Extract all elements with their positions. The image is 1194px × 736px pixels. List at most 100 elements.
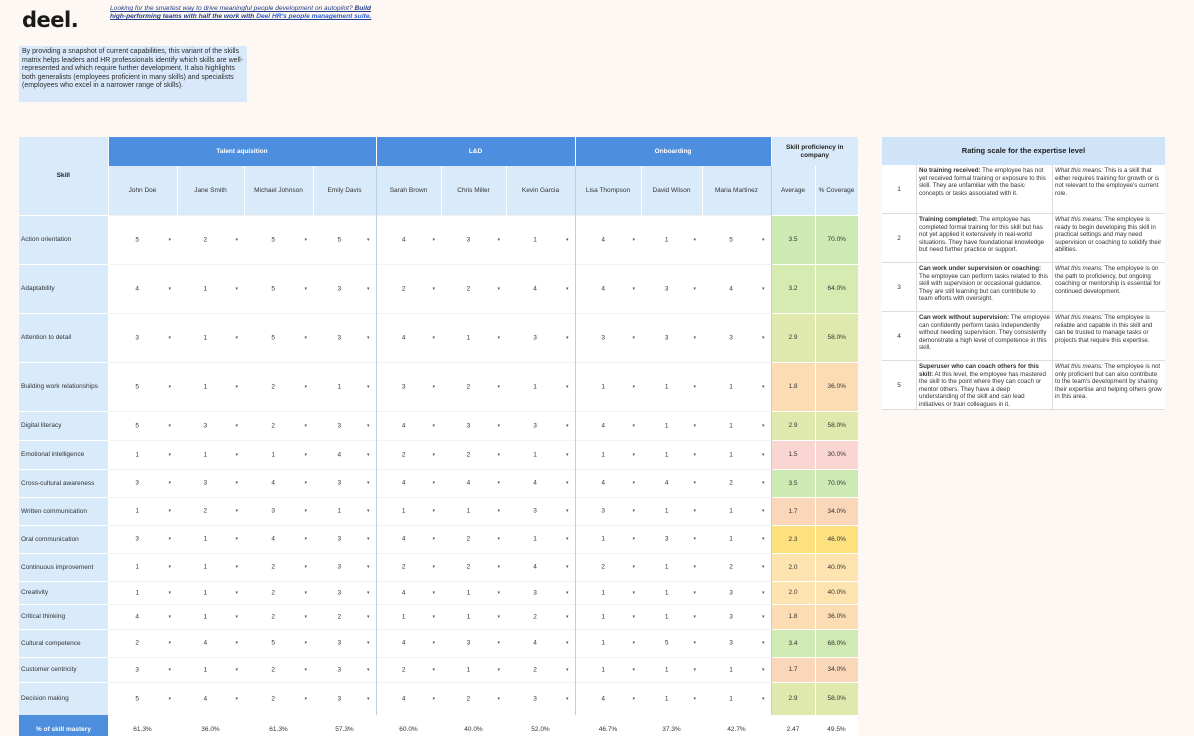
chevron-down-icon[interactable]: ▾ (761, 695, 765, 702)
score-select[interactable]: 1 ▾ (702, 439, 772, 469)
score-select[interactable]: 4 ▾ (506, 552, 576, 581)
chevron-down-icon[interactable]: ▾ (497, 480, 500, 486)
chevron-down-icon[interactable]: ▾ (565, 564, 569, 570)
chevron-down-icon[interactable]: ▾ (235, 613, 238, 620)
score-select[interactable]: 2 ▾ (244, 681, 313, 715)
chevron-down-icon[interactable]: ▾ (693, 589, 696, 596)
chevron-down-icon[interactable]: ▾ (761, 666, 765, 673)
chevron-down-icon[interactable]: ▾ (761, 536, 765, 542)
chevron-down-icon[interactable]: ▾ (366, 285, 370, 292)
chevron-down-icon[interactable]: ▾ (366, 666, 370, 673)
chevron-down-icon[interactable]: ▾ (761, 285, 765, 292)
score-select[interactable]: 1 ▾ (702, 496, 772, 525)
chevron-down-icon[interactable]: ▾ (497, 508, 500, 514)
score-select[interactable]: 3 ▾ (313, 312, 377, 362)
chevron-down-icon[interactable]: ▾ (366, 236, 370, 243)
score-select[interactable]: 4 ▾ (575, 468, 641, 497)
chevron-down-icon[interactable]: ▾ (432, 536, 435, 542)
score-select[interactable]: 4 ▾ (702, 263, 772, 313)
score-select[interactable]: 3 ▾ (441, 628, 506, 657)
chevron-down-icon[interactable]: ▾ (304, 613, 307, 620)
chevron-down-icon[interactable]: ▾ (497, 666, 500, 673)
chevron-down-icon[interactable]: ▾ (432, 508, 435, 514)
chevron-down-icon[interactable]: ▾ (693, 695, 696, 702)
score-select[interactable]: 2 ▾ (702, 468, 772, 497)
score-select[interactable]: 1 ▾ (702, 656, 772, 682)
chevron-down-icon[interactable]: ▾ (366, 695, 370, 702)
chevron-down-icon[interactable]: ▾ (632, 508, 635, 514)
chevron-down-icon[interactable]: ▾ (693, 480, 696, 486)
chevron-down-icon[interactable]: ▾ (693, 508, 696, 514)
chevron-down-icon[interactable]: ▾ (235, 480, 238, 486)
chevron-down-icon[interactable]: ▾ (632, 666, 635, 673)
score-select[interactable]: 2 ▾ (506, 656, 576, 682)
score-select[interactable]: 1 ▾ (177, 312, 244, 362)
chevron-down-icon[interactable]: ▾ (693, 613, 696, 620)
score-select[interactable]: 3 ▾ (108, 524, 177, 553)
chevron-down-icon[interactable]: ▾ (565, 666, 569, 673)
score-select[interactable]: 3 ▾ (641, 263, 702, 313)
chevron-down-icon[interactable]: ▾ (693, 285, 696, 292)
score-select[interactable]: 1 ▾ (641, 410, 702, 440)
score-select[interactable]: 1 ▾ (641, 439, 702, 469)
score-select[interactable]: 5 ▾ (108, 214, 177, 264)
score-select[interactable]: 1 ▾ (641, 603, 702, 629)
score-select[interactable]: 2 ▾ (244, 361, 313, 411)
score-select[interactable]: 3 ▾ (313, 656, 377, 682)
score-select[interactable]: 2 ▾ (177, 214, 244, 264)
chevron-down-icon[interactable]: ▾ (497, 383, 500, 390)
chevron-down-icon[interactable]: ▾ (497, 285, 500, 292)
score-select[interactable]: 2 ▾ (575, 552, 641, 581)
score-select[interactable]: 4 ▾ (376, 214, 441, 264)
score-select[interactable]: 1 ▾ (641, 552, 702, 581)
score-select[interactable]: 1 ▾ (376, 603, 441, 629)
promo-product-link[interactable]: Deel HR's people management suite. (256, 13, 372, 20)
chevron-down-icon[interactable]: ▾ (693, 666, 696, 673)
chevron-down-icon[interactable]: ▾ (497, 422, 500, 429)
score-select[interactable]: 3 ▾ (313, 681, 377, 715)
promo-link[interactable]: Looking for the smartest way to drive me… (110, 5, 380, 21)
chevron-down-icon[interactable]: ▾ (168, 589, 171, 596)
chevron-down-icon[interactable]: ▾ (761, 480, 765, 486)
chevron-down-icon[interactable]: ▾ (235, 564, 238, 570)
score-select[interactable]: 1 ▾ (506, 439, 576, 469)
score-select[interactable]: 1 ▾ (177, 524, 244, 553)
score-select[interactable]: 1 ▾ (575, 628, 641, 657)
chevron-down-icon[interactable]: ▾ (632, 334, 635, 341)
score-select[interactable]: 1 ▾ (641, 656, 702, 682)
score-select[interactable]: 3 ▾ (506, 410, 576, 440)
chevron-down-icon[interactable]: ▾ (235, 640, 238, 646)
score-select[interactable]: 2 ▾ (244, 580, 313, 604)
score-select[interactable]: 1 ▾ (506, 214, 576, 264)
score-select[interactable]: 1 ▾ (575, 580, 641, 604)
chevron-down-icon[interactable]: ▾ (497, 334, 500, 341)
chevron-down-icon[interactable]: ▾ (366, 334, 370, 341)
score-select[interactable]: 1 ▾ (108, 552, 177, 581)
chevron-down-icon[interactable]: ▾ (235, 508, 238, 514)
chevron-down-icon[interactable]: ▾ (168, 236, 171, 243)
chevron-down-icon[interactable]: ▾ (366, 589, 370, 596)
chevron-down-icon[interactable]: ▾ (304, 422, 307, 429)
score-select[interactable]: 2 ▾ (313, 603, 377, 629)
score-select[interactable]: 5 ▾ (108, 361, 177, 411)
chevron-down-icon[interactable]: ▾ (432, 695, 435, 702)
chevron-down-icon[interactable]: ▾ (632, 480, 635, 486)
score-select[interactable]: 4 ▾ (177, 628, 244, 657)
score-select[interactable]: 3 ▾ (313, 580, 377, 604)
chevron-down-icon[interactable]: ▾ (497, 640, 500, 646)
score-select[interactable]: 2 ▾ (441, 681, 506, 715)
chevron-down-icon[interactable]: ▾ (632, 695, 635, 702)
chevron-down-icon[interactable]: ▾ (693, 236, 696, 243)
chevron-down-icon[interactable]: ▾ (304, 508, 307, 514)
score-select[interactable]: 5 ▾ (641, 628, 702, 657)
chevron-down-icon[interactable]: ▾ (168, 383, 171, 390)
chevron-down-icon[interactable]: ▾ (432, 613, 435, 620)
chevron-down-icon[interactable]: ▾ (304, 564, 307, 570)
chevron-down-icon[interactable]: ▾ (366, 480, 370, 486)
chevron-down-icon[interactable]: ▾ (761, 334, 765, 341)
score-select[interactable]: 3 ▾ (376, 361, 441, 411)
score-select[interactable]: 4 ▾ (641, 468, 702, 497)
score-select[interactable]: 5 ▾ (313, 214, 377, 264)
score-select[interactable]: 2 ▾ (244, 410, 313, 440)
chevron-down-icon[interactable]: ▾ (366, 422, 370, 429)
